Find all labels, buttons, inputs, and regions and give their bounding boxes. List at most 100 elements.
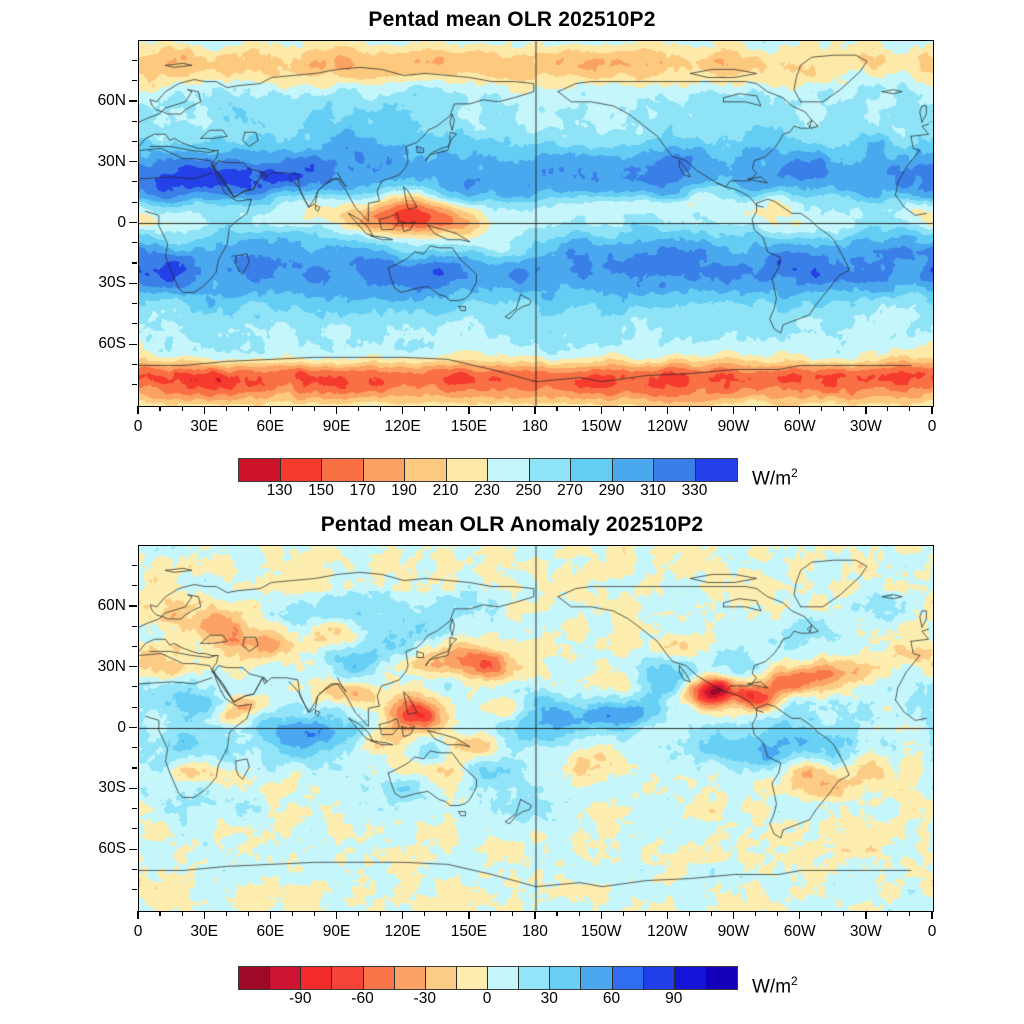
colorbar-tick-label: 30 (540, 990, 558, 1007)
x-axis-tick-major (468, 911, 470, 920)
x-axis-tick-minor (644, 911, 646, 916)
x-axis-tick-minor (424, 911, 426, 916)
y-axis-label: 60N (97, 91, 126, 109)
x-axis-label: 120E (384, 418, 421, 435)
y-axis-tick-major (128, 848, 137, 850)
x-axis-tick-major (269, 406, 272, 415)
colorbar-cell (612, 459, 654, 481)
x-axis-tick-major (402, 911, 404, 920)
colorbar-tick-label: 310 (640, 482, 666, 499)
x-axis-label: 0 (927, 923, 937, 940)
colorbar-cell (363, 459, 405, 481)
colorbar-tick-label: 210 (432, 482, 459, 499)
colorbar-cell (363, 967, 395, 989)
colorbar-tick-label: 290 (598, 482, 625, 499)
x-axis-tick-major (137, 406, 139, 415)
colorbar-cell (239, 459, 281, 481)
x-axis-tick-major (666, 406, 669, 415)
x-axis-tick-minor (357, 911, 360, 916)
map-olr-mean[interactable] (138, 40, 934, 407)
colorbar-tick-label: 190 (391, 482, 417, 499)
x-axis-tick-major (931, 911, 933, 920)
colorbar-strip (238, 458, 738, 482)
x-axis-tick-minor (424, 406, 426, 411)
y-axis-label: 0 (117, 718, 126, 736)
colorbar-tick-label: 0 (482, 990, 492, 1007)
x-axis-tick-major (600, 406, 602, 415)
x-axis-label: 60W (783, 418, 816, 435)
y-axis-tick-major (128, 666, 137, 668)
colorbar-cell (612, 967, 644, 989)
x-axis-tick-minor (291, 911, 293, 916)
y-axis-tick-minor (132, 303, 137, 305)
colorbar-tick-label: 60 (602, 990, 621, 1007)
y-axis-tick-minor (132, 79, 137, 82)
x-axis-tick-minor (291, 406, 293, 411)
x-axis-tick-minor (247, 406, 249, 411)
y-axis-tick-minor (132, 686, 137, 688)
y-axis-tick-minor (132, 868, 137, 870)
y-axis-tick-minor (132, 747, 137, 749)
colorbar-cell (571, 459, 613, 481)
x-axis-label: 150W (580, 418, 622, 435)
y-axis-tick-minor (132, 323, 137, 325)
x-axis-tick-minor (909, 911, 911, 916)
x-axis-tick-major (600, 911, 602, 920)
x-axis-tick-minor (556, 406, 558, 411)
y-axis-label: 30S (98, 779, 126, 797)
x-axis-label: 150W (580, 923, 622, 940)
colorbar-tick-label: 90 (665, 990, 683, 1007)
colorbar-cell (322, 459, 364, 481)
y-axis-tick-minor (132, 706, 137, 708)
x-axis-label: 30E (190, 923, 218, 940)
y-axis-label: 60N (97, 596, 126, 614)
colorbar-cell (643, 967, 675, 989)
x-axis-tick-minor (512, 911, 514, 916)
x-axis-tick-minor (313, 406, 315, 411)
y-axis-tick-minor (132, 584, 137, 587)
x-axis-tick-minor (225, 911, 227, 916)
y-axis-tick-minor (132, 767, 137, 769)
x-axis-tick-minor (159, 911, 161, 916)
x-axis-label: 90E (322, 923, 351, 940)
x-axis-tick-major (203, 406, 205, 415)
x-axis-tick-minor (490, 406, 492, 411)
x-axis-tick-minor (710, 911, 712, 916)
y-axis-tick-minor (132, 140, 137, 142)
map-olr-anomaly[interactable] (138, 545, 934, 912)
colorbar-tick-label: 270 (557, 482, 583, 499)
colorbar-olr-mean[interactable]: 130 150 170 190 210 230 250 270 290 310 330 W/m2 (0, 0, 1024, 499)
x-axis-tick-major (799, 406, 801, 415)
x-axis-tick-major (203, 911, 205, 920)
x-axis-label: 0 (133, 418, 143, 435)
y-axis-tick-minor (132, 59, 137, 61)
colorbar-cell (529, 459, 571, 481)
x-axis-label: 60E (256, 418, 285, 435)
y-axis-tick-minor (132, 828, 137, 830)
y-axis-tick-minor (132, 120, 137, 122)
x-axis-tick-major (335, 911, 338, 920)
y-axis-label: 60S (98, 335, 126, 353)
x-axis-tick-major (269, 911, 272, 920)
x-axis-tick-minor (710, 406, 712, 411)
y-axis-tick-minor (132, 262, 137, 264)
colorbar-cell (695, 459, 737, 481)
colorbar-tick-label: 130 (266, 482, 293, 499)
y-axis-tick-minor (132, 564, 137, 566)
colorbar-cell (456, 967, 488, 989)
x-axis-tick-minor (622, 911, 624, 916)
colorbar-tick-label: -60 (351, 990, 374, 1007)
x-axis-tick-minor (159, 406, 161, 411)
x-axis-label: 90W (717, 418, 750, 435)
x-axis-tick-minor (380, 406, 382, 411)
colorbar-tick-label: 170 (349, 482, 376, 499)
y-axis-tick-minor (132, 242, 137, 244)
x-axis-tick-major (799, 911, 801, 920)
x-axis-tick-minor (777, 911, 779, 916)
colorbar-cell (488, 459, 530, 481)
x-axis-label: 30E (190, 418, 218, 435)
map-olr-anomaly-coastlines (139, 546, 933, 911)
colorbar-cell (581, 967, 613, 989)
x-axis-tick-minor (446, 911, 448, 916)
